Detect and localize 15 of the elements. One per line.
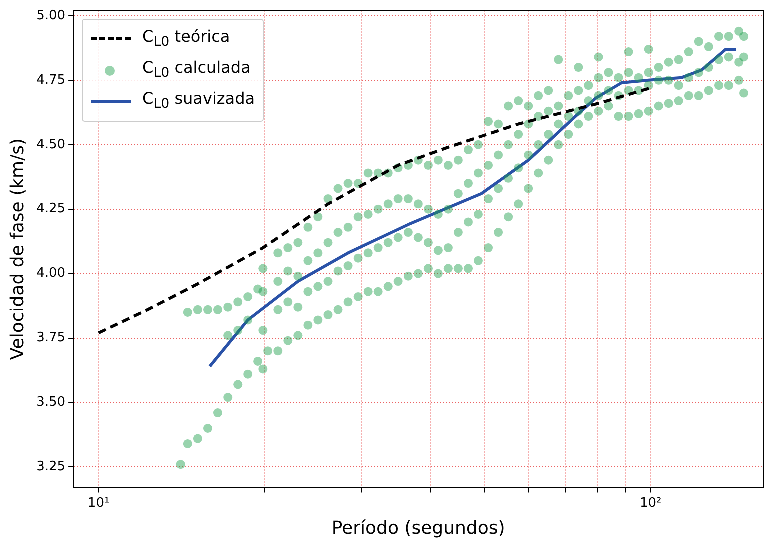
y-tick-label: 3.25 <box>36 460 66 475</box>
x-tick-label: 10² <box>640 496 662 511</box>
y-tick-label: 3.75 <box>36 330 66 346</box>
legend-label: C$_{L0}$ suavizada <box>142 88 256 114</box>
x-tick-label: 10¹ <box>88 496 110 511</box>
y-tick-label: 4.25 <box>36 202 66 217</box>
y-tick-label: 5.00 <box>36 8 66 24</box>
legend-label: C$_{L0}$ teórica <box>142 26 230 52</box>
y-tick-label: 3.50 <box>36 395 66 410</box>
y-tick-label: 4.50 <box>36 137 66 152</box>
y-axis-title: Velocidad de fase (km/s) <box>7 138 28 360</box>
y-tick-label: 4.75 <box>36 72 66 88</box>
x-axis-title: Período (segundos) <box>332 518 506 539</box>
y-tick-label: 4.00 <box>36 266 66 282</box>
legend-label: C$_{L0}$ calculada <box>142 56 251 84</box>
